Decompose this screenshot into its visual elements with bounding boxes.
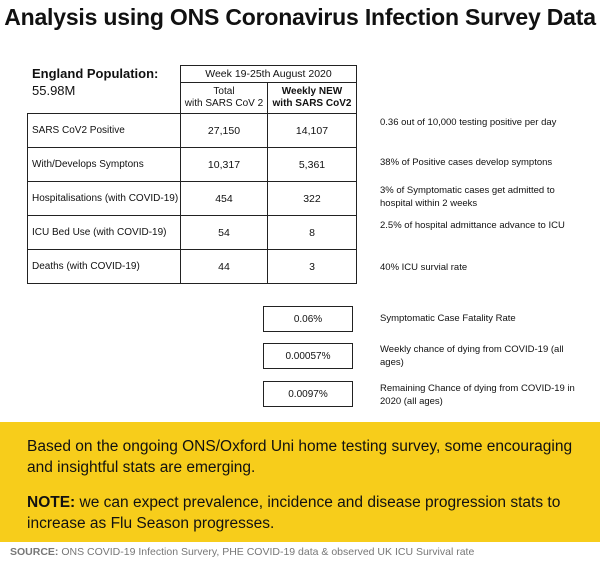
row-label: SARS CoV2 Positive xyxy=(27,113,181,148)
weekly-cell: 5,361 xyxy=(266,147,358,182)
fatality-rate-label: Symptomatic Case Fatality Rate xyxy=(380,313,516,324)
weekly-cell: 322 xyxy=(266,181,358,216)
page-title: Analysis using ONS Coronavirus Infection… xyxy=(4,4,596,30)
table-row: Deaths (with COVID-19) 44 3 xyxy=(27,249,358,284)
row-note: 40% ICU survial rate xyxy=(380,262,468,273)
weekly-cell: 3 xyxy=(266,249,358,284)
weekly-header: Weekly NEW with SARS CoV2 xyxy=(266,82,358,114)
remaining-death-chance-box: 0.0097% xyxy=(263,381,353,407)
row-label: ICU Bed Use (with COVID-19) xyxy=(27,215,181,250)
weekly-death-chance-box: 0.00057% xyxy=(263,343,353,369)
total-header: Total with SARS CoV 2 xyxy=(180,82,268,114)
row-label: With/Develops Symptons xyxy=(27,147,181,182)
row-label: Hospitalisations (with COVID-19) xyxy=(27,181,181,216)
total-cell: 10,317 xyxy=(180,147,268,182)
note-label: NOTE: xyxy=(27,494,76,511)
population-value: 55.98M xyxy=(32,83,76,98)
weekly-cell: 14,107 xyxy=(266,113,358,148)
row-note: 0.36 out of 10,000 testing positive per … xyxy=(380,117,557,128)
total-header-line1: Total xyxy=(213,86,235,97)
source-line: SOURCE: ONS COVID-19 Infection Survery, … xyxy=(10,546,474,558)
table-row: ICU Bed Use (with COVID-19) 54 8 xyxy=(27,215,358,250)
table-row: Hospitalisations (with COVID-19) 454 322 xyxy=(27,181,358,216)
total-cell: 54 xyxy=(180,215,268,250)
note-text: we can expect prevalence, incidence and … xyxy=(27,494,561,532)
summary-banner: Based on the ongoing ONS/Oxford Uni home… xyxy=(0,422,600,542)
row-note: 3% of Symptomatic cases get admitted to … xyxy=(380,185,555,209)
source-label: SOURCE: xyxy=(10,546,59,558)
weekly-cell: 8 xyxy=(266,215,358,250)
table-row: With/Develops Symptons 10,317 5,361 xyxy=(27,147,358,182)
weekly-death-chance-label: Weekly chance of dying from COVID-19 (al… xyxy=(380,344,564,368)
weekly-header-line2: with SARS CoV2 xyxy=(272,98,352,109)
population-label: England Population: xyxy=(32,66,159,81)
table-subheader-row: Total with SARS CoV 2 Weekly NEW with SA… xyxy=(28,82,358,114)
source-text: ONS COVID-19 Infection Survery, PHE COVI… xyxy=(58,546,475,558)
period-header: Week 19-25th August 2020 xyxy=(180,65,357,83)
row-note: 38% of Positive cases develop symptons xyxy=(380,157,553,168)
total-cell: 44 xyxy=(180,249,268,284)
fatality-rate-box: 0.06% xyxy=(263,306,353,332)
summary-text: Based on the ongoing ONS/Oxford Uni home… xyxy=(27,438,573,476)
total-cell: 27,150 xyxy=(180,113,268,148)
total-header-line2: with SARS CoV 2 xyxy=(184,98,264,109)
total-cell: 454 xyxy=(180,181,268,216)
weekly-header-line1: Weekly NEW xyxy=(281,86,343,97)
remaining-death-chance-label: Remaining Chance of dying from COVID-19 … xyxy=(380,383,575,407)
row-label: Deaths (with COVID-19) xyxy=(27,249,181,284)
stats-table: Week 19-25th August 2020 Total with SARS… xyxy=(27,65,358,284)
note-paragraph: NOTE: we can expect prevalence, incidenc… xyxy=(27,492,587,534)
table-row: SARS CoV2 Positive 27,150 14,107 xyxy=(27,113,358,148)
row-note: 2.5% of hospital admittance advance to I… xyxy=(380,220,565,231)
table-header-row: Week 19-25th August 2020 xyxy=(28,65,357,83)
